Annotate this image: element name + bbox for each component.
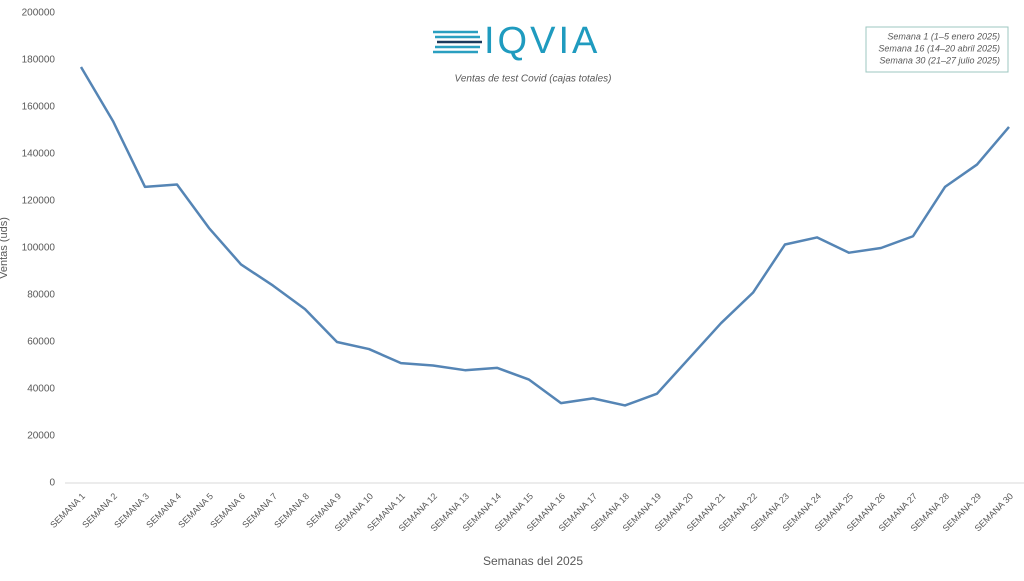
y-tick-label: 0 [49, 478, 55, 489]
logo: IQVIA [484, 20, 600, 62]
y-tick-label: 140000 [22, 149, 56, 160]
y-tick-label: 120000 [22, 196, 56, 207]
y-tick-label: 200000 [22, 8, 56, 19]
y-axis-title: Ventas (uds) [0, 217, 10, 279]
note-box [865, 26, 1009, 73]
logo-lines [433, 30, 482, 54]
y-tick-label: 40000 [27, 384, 55, 395]
chart-title: Ventas de test Covid (cajas totales) [455, 74, 612, 85]
note: Semana 30 (21–27 julio 2025) [879, 55, 1000, 65]
y-tick-label: 100000 [22, 243, 56, 254]
data-line [79, 66, 1010, 407]
note: Semana 1 (1–5 enero 2025) [887, 31, 1000, 41]
note: Semana 16 (14–20 abril 2025) [878, 43, 1000, 53]
y-tick-label: 180000 [22, 55, 56, 66]
y-tick-label: 160000 [22, 102, 56, 113]
y-tick-label: 20000 [27, 431, 55, 442]
x-axis-title: Semanas del 2025 [483, 554, 583, 568]
y-tick-label: 80000 [27, 290, 55, 301]
y-tick-label: 60000 [27, 337, 55, 348]
